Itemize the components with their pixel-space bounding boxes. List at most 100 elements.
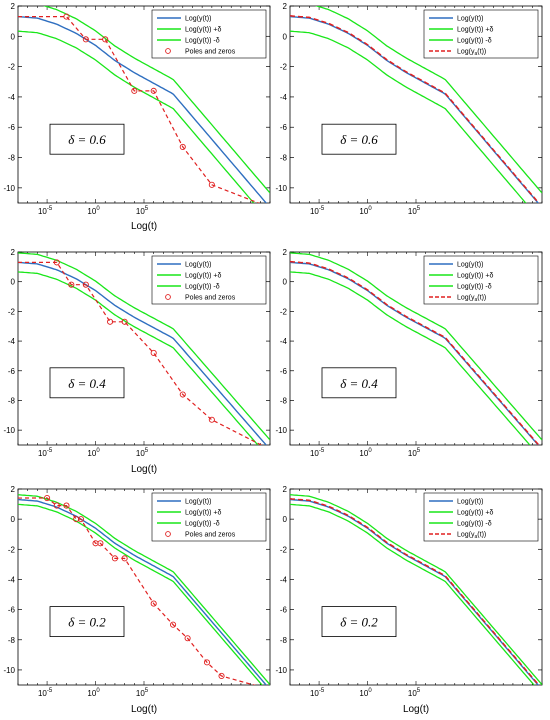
series-group	[18, 6, 270, 203]
legend-label: Log(y(t)) +δ	[185, 27, 221, 34]
delta-box	[49, 123, 125, 155]
y-tick-label: -4	[8, 575, 16, 584]
pole-zero-point	[53, 502, 60, 509]
x-tick-label: 10-5	[38, 448, 53, 458]
series-y-line	[18, 498, 268, 685]
y-tick-label: 2	[11, 485, 16, 494]
y-tick-label: -2	[280, 307, 288, 316]
series-upper-line	[290, 252, 542, 441]
pole-zero-point	[63, 502, 70, 509]
pole-zero-point	[121, 318, 128, 325]
legend-label: Log(y(t)) -δ	[457, 38, 492, 45]
series-group	[18, 494, 270, 685]
x-tick-label: 105	[136, 688, 149, 698]
y-tick-label: -10	[275, 666, 287, 675]
chart-panel-top-left: 2 0 -2 -4 -6 -8 -10 10-5 100 105 Log(t) δ = 0.6 Log(…	[3, 2, 271, 232]
legend-label: Log(y(t)) +δ	[457, 510, 493, 517]
y-tick-label: 0	[11, 278, 16, 287]
y-tick-label: 0	[283, 32, 288, 41]
x-tick-label: 105	[136, 206, 149, 216]
y-tick-label: -6	[280, 123, 288, 132]
chart-panel-middle-left: 2 0 -2 -4 -6 -8 -10 10-5 100 105 Log(t) δ = 0.4 Log(…	[3, 248, 271, 475]
delta-label: δ = 0.2	[340, 615, 378, 630]
series-approx-line	[290, 15, 540, 203]
delta-label: δ = 0.4	[340, 376, 378, 391]
series-group	[290, 252, 542, 445]
y-tick-label: -2	[8, 545, 16, 554]
pole-zero-point	[77, 516, 85, 523]
x-axis-label: Log(t)	[131, 221, 157, 232]
y-tick-label: -2	[280, 545, 288, 554]
pole-zero-point	[82, 36, 89, 43]
delta-box	[49, 367, 125, 399]
series-upper-line	[18, 252, 270, 441]
pole-zero-point	[208, 181, 215, 188]
series-lower-line	[290, 503, 535, 685]
series-lower-line	[290, 30, 527, 203]
delta-box	[321, 367, 397, 399]
y-tick-label: -8	[8, 396, 16, 405]
pole-zero-point	[150, 349, 157, 357]
pole-zero-point	[208, 416, 215, 423]
delta-box	[49, 606, 125, 637]
y-tick-label: -4	[280, 575, 288, 584]
pole-zero-point	[107, 318, 114, 325]
x-tick-label: 10-5	[38, 688, 53, 698]
staircase-approx-line	[18, 261, 263, 445]
pole-zero-point	[44, 494, 51, 502]
pole-zero-point	[68, 281, 75, 288]
x-tick-label: 10-5	[310, 206, 325, 216]
delta-label: δ = 0.2	[68, 615, 106, 630]
legend-label: Log(y(t)) -δ	[185, 284, 220, 291]
x-tick-label: 100	[359, 688, 372, 698]
x-axis-label: Log(t)	[131, 464, 157, 475]
pole-zero-point	[179, 143, 186, 150]
y-tick-label: 0	[11, 32, 16, 41]
pole-zero-point	[218, 672, 225, 680]
y-tick-label: -6	[280, 367, 288, 376]
pole-zero-point	[150, 87, 157, 94]
series-group	[290, 494, 542, 685]
x-tick-label: 105	[136, 448, 149, 458]
legend-label: Log(y(t)) -δ	[457, 284, 492, 291]
chart-panel-middle-right: 2 0 -2 -4 -6 -8 -10 10-5 100 105 δ = 0.4 Log(y(t)) L…	[275, 248, 543, 458]
pole-zero-point	[170, 621, 177, 628]
series-lower-line	[18, 271, 259, 445]
y-tick-label: -8	[8, 154, 16, 163]
legend-label: Log(ya(t))	[457, 295, 486, 304]
x-axis-label: Log(t)	[403, 704, 429, 715]
y-tick-label: -6	[8, 606, 16, 615]
legend-label: Log(y(t))	[185, 262, 211, 269]
legend-label: Log(y(t)) +δ	[457, 27, 493, 34]
x-tick-label: 100	[359, 448, 372, 458]
series-y-line	[18, 261, 268, 445]
x-tick-label: 100	[359, 206, 372, 216]
y-tick-label: -4	[8, 93, 16, 102]
x-axis-label: Log(t)	[131, 704, 157, 715]
y-tick-label: 2	[283, 2, 288, 11]
x-tick-label: 105	[408, 206, 421, 216]
staircase-approx-line	[18, 497, 257, 685]
series-lower-line	[18, 30, 255, 203]
legend-label: Log(ya(t))	[457, 532, 486, 541]
y-tick-label: -10	[3, 184, 15, 193]
y-tick-label: 0	[283, 278, 288, 287]
legend-label: Poles and zeros	[185, 532, 236, 539]
pole-zero-point	[97, 540, 104, 547]
legend-box	[151, 492, 267, 542]
legend-label: Log(y(t)) -δ	[185, 521, 220, 528]
delta-box	[321, 606, 397, 637]
y-tick-label: -4	[280, 337, 288, 346]
series-approx-line	[290, 498, 540, 685]
staircase-approx-line	[18, 15, 261, 203]
pole-zero-point	[82, 281, 89, 288]
legend-label: Log(y(t)) +δ	[457, 273, 493, 280]
legend-label: Log(y(t)) +δ	[185, 273, 221, 280]
series-upper-line	[290, 494, 542, 685]
pole-zero-point	[121, 555, 128, 562]
y-tick-label: 0	[283, 515, 288, 524]
y-tick-label: 2	[283, 248, 288, 257]
legend-label: Log(y(t))	[457, 262, 483, 269]
legend-label: Log(y(t)) +δ	[185, 510, 221, 517]
